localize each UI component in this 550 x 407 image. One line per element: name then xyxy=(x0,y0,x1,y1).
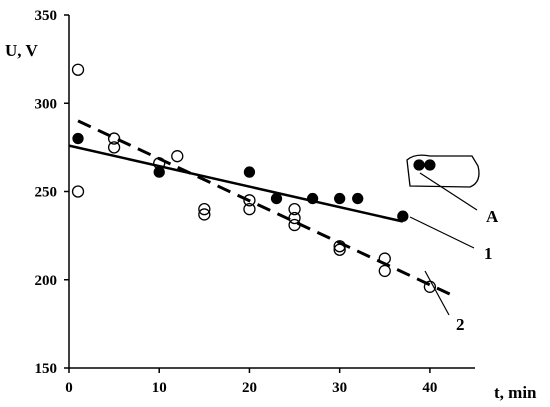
open-data-point xyxy=(378,264,391,278)
annotation-label: 2 xyxy=(456,315,465,334)
x-tick-label: 30 xyxy=(332,380,347,396)
leader-line xyxy=(424,270,450,316)
y-tick-label: 350 xyxy=(35,8,58,24)
open-data-point xyxy=(333,240,346,253)
data-points xyxy=(71,63,437,293)
annotation-label: A xyxy=(486,207,499,226)
filled-data-point xyxy=(352,192,364,205)
filled-data-point xyxy=(424,159,436,171)
y-axis-title: U, V xyxy=(5,41,38,60)
fit-line-1 xyxy=(68,144,404,223)
open-data-point xyxy=(71,185,85,198)
group-outline-a xyxy=(406,154,480,188)
filled-data-point xyxy=(243,166,256,178)
open-data-point xyxy=(107,141,121,154)
filled-data-point xyxy=(72,132,84,145)
x-tick-label: 10 xyxy=(152,380,167,396)
open-data-point xyxy=(378,252,391,265)
open-data-point xyxy=(198,208,211,221)
annotation-label: 1 xyxy=(484,244,493,263)
x-tick-label: 40 xyxy=(422,380,437,396)
fit-lines xyxy=(68,119,458,299)
axes xyxy=(64,14,475,373)
y-tick-label: 300 xyxy=(35,96,58,112)
open-data-point xyxy=(333,243,346,256)
x-tick-label: 0 xyxy=(65,380,73,396)
x-tick-label: 20 xyxy=(242,380,257,396)
open-data-point xyxy=(71,63,85,76)
filled-data-point xyxy=(270,192,283,205)
open-data-point xyxy=(288,202,301,216)
filled-data-point xyxy=(306,192,319,205)
x-axis-title: t, min xyxy=(494,383,537,402)
y-tick-label: 200 xyxy=(35,273,58,289)
open-data-point xyxy=(288,218,301,232)
open-data-point xyxy=(198,202,211,216)
open-data-point xyxy=(243,194,256,207)
filled-data-point xyxy=(413,159,425,171)
filled-data-point xyxy=(334,192,346,205)
open-data-point xyxy=(171,150,184,163)
filled-data-point xyxy=(397,210,409,222)
open-data-point xyxy=(423,280,437,293)
filled-data-point xyxy=(153,166,165,178)
open-data-point xyxy=(288,211,301,225)
open-data-point xyxy=(107,132,121,145)
tick-labels: 0 10 20 30 40 150 200 250 300 350 xyxy=(35,8,438,396)
y-tick-label: 250 xyxy=(35,185,58,201)
fit-line-2 xyxy=(77,119,458,299)
open-data-point xyxy=(153,157,166,170)
open-data-point xyxy=(243,202,256,216)
y-tick-label: 150 xyxy=(35,361,58,377)
leader-line xyxy=(409,216,475,249)
annotations: A 1 2 xyxy=(406,154,499,334)
leader-line xyxy=(419,172,478,211)
